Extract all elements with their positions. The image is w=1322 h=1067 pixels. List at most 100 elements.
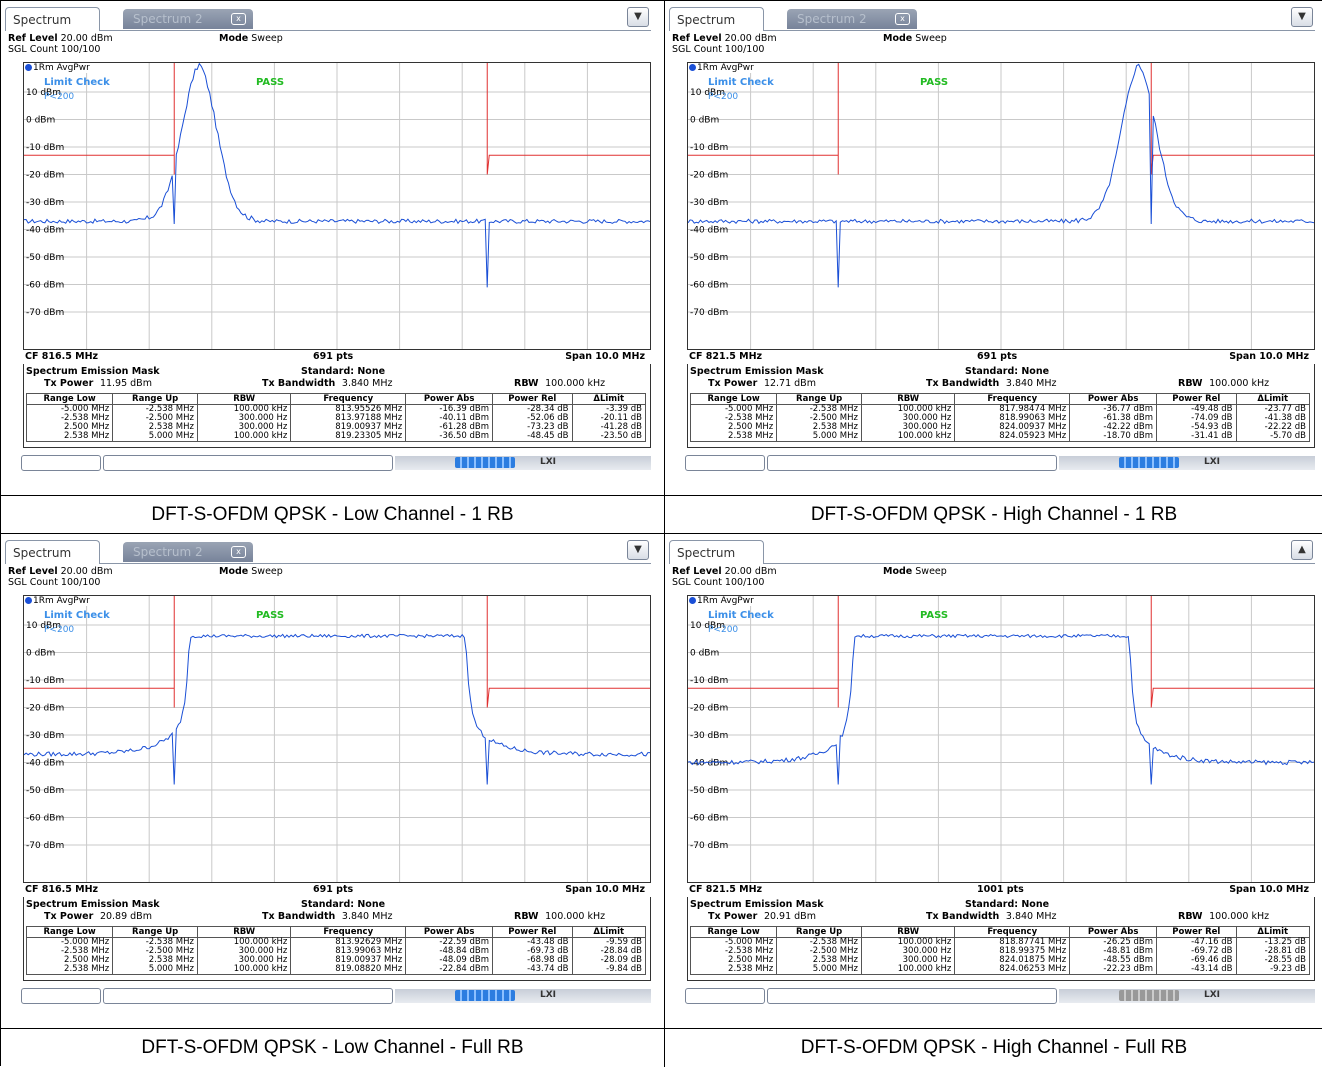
results-table: Range Low Range Up RBW Frequency Power Abs Po… xyxy=(689,926,1311,975)
ref-level-label: Ref Level xyxy=(672,33,722,44)
ref-level-value: 20.00 dBm xyxy=(724,33,777,44)
tab-divider xyxy=(100,563,651,564)
mode-value: Sweep xyxy=(915,33,947,44)
status-message[interactable] xyxy=(767,455,1057,471)
status-field[interactable] xyxy=(685,455,765,471)
y-axis-label: 0 dBm xyxy=(690,116,719,126)
status-message[interactable] xyxy=(103,455,393,471)
display-toggle-icon[interactable]: ▲ xyxy=(1291,540,1313,560)
status-field[interactable] xyxy=(21,988,101,1004)
table-row: -2.538 MHz -2.500 MHz 300.000 Hz 813.99063 … xyxy=(25,947,647,956)
table-header: Range Low Range Up RBW Frequency Power Abs Po… xyxy=(689,926,1311,938)
display-toggle-icon[interactable]: ▼ xyxy=(627,540,649,560)
table-row: -5.000 MHz -2.538 MHz 100.000 kHz 818.87741… xyxy=(689,937,1311,947)
y-axis-label: -20 dBm xyxy=(690,704,728,714)
table-cell: 2.538 MHz xyxy=(25,965,114,975)
table-cell: 2.538 MHz xyxy=(25,432,114,442)
table-row: 2.538 MHz 5.000 MHz 100.000 kHz 824.05923 M… xyxy=(689,432,1311,442)
spectrum-diagram[interactable]: 1Rm AvgPwr 10 dBm 0 dBm -10 dBm -20 dBm -30 d… xyxy=(23,595,651,883)
tab-spectrum-2[interactable]: Spectrum 2 x xyxy=(123,542,253,562)
tab-spectrum[interactable]: Spectrum xyxy=(669,7,764,31)
status-message[interactable] xyxy=(103,988,393,1004)
column-header: Frequency xyxy=(954,926,1071,938)
sgl-count: SGL Count 100/100 xyxy=(8,577,101,588)
trace-label: 1Rm AvgPwr xyxy=(24,63,90,73)
table-cell: -3.39 dB xyxy=(571,404,647,414)
status-field[interactable] xyxy=(685,988,765,1004)
y-axis-label: 10 dBm xyxy=(690,621,725,631)
close-icon[interactable]: x xyxy=(231,546,246,558)
table-cell: -2.538 MHz xyxy=(689,947,778,956)
tab-spectrum[interactable]: Spectrum xyxy=(5,540,100,564)
table-cell: -22.23 dBm xyxy=(1069,965,1158,975)
table-cell: 300.000 Hz xyxy=(196,423,292,432)
table-cell: -41.28 dB xyxy=(571,423,647,432)
spectrum-plot: 10 dBm 0 dBm -10 dBm -20 dBm -30 dBm -40 dBm -… xyxy=(24,63,650,349)
results-table: Range Low Range Up RBW Frequency Power Abs Po… xyxy=(25,393,647,442)
rbw-label: RBW xyxy=(1178,378,1203,389)
table-row: -2.538 MHz -2.500 MHz 300.000 Hz 818.99063 … xyxy=(689,414,1311,423)
table-header: Range Low Range Up RBW Frequency Power Abs Po… xyxy=(25,926,647,938)
table-cell: -2.538 MHz xyxy=(689,414,778,423)
spectrum-diagram[interactable]: 1Rm AvgPwr 10 dBm 0 dBm -10 dBm -20 dBm -30 d… xyxy=(687,595,1315,883)
y-axis-label: -10 dBm xyxy=(690,676,728,686)
table-cell: -5.000 MHz xyxy=(25,937,114,947)
table-cell: -41.38 dB xyxy=(1235,414,1311,423)
panel-cell: Spectrum Spectrum 2 x ▼ Ref Level 20.00 dBm S… xyxy=(1,1,664,533)
table-cell: 100.000 kHz xyxy=(860,965,956,975)
tab-spectrum-2[interactable]: Spectrum 2 x xyxy=(787,9,917,29)
points-count: 691 pts xyxy=(313,351,354,362)
table-row: -2.538 MHz -2.500 MHz 300.000 Hz 818.99375 … xyxy=(689,947,1311,956)
progress-indicator xyxy=(1119,990,1179,1001)
column-header: Range Low xyxy=(689,926,778,938)
display-toggle-icon[interactable]: ▼ xyxy=(627,7,649,27)
table-cell: -22.22 dB xyxy=(1235,423,1311,432)
tab-bar: Spectrum ▲ xyxy=(669,538,1315,564)
y-axis-label: -50 dBm xyxy=(26,253,64,263)
display-toggle-icon[interactable]: ▼ xyxy=(1291,7,1313,27)
tab-spectrum-2[interactable]: Spectrum 2 x xyxy=(123,9,253,29)
tab-divider xyxy=(100,30,651,31)
close-icon[interactable]: x xyxy=(895,13,910,25)
spectrum-plot: 10 dBm 0 dBm -10 dBm -20 dBm -30 dBm -40 dBm -… xyxy=(688,596,1314,882)
settings-header: Ref Level 20.00 dBm SGL Count 100/100 xyxy=(8,566,113,588)
spectrum-diagram[interactable]: 1Rm AvgPwr 10 dBm 0 dBm -10 dBm -20 dBm -30 d… xyxy=(23,62,651,350)
sem-title: Spectrum Emission Mask xyxy=(26,366,160,377)
spectrum-plot: 10 dBm 0 dBm -10 dBm -20 dBm -30 dBm -40 dBm -… xyxy=(688,63,1314,349)
tab-spectrum[interactable]: Spectrum xyxy=(669,540,764,564)
tab-label: Spectrum 2 xyxy=(797,12,867,26)
column-header: ΔLimit xyxy=(571,926,647,938)
lxi-logo-icon: LXI xyxy=(1204,457,1221,467)
tx-power: Tx Power 12.71 dBm xyxy=(708,378,816,389)
column-header: ΔLimit xyxy=(571,393,647,405)
mode-label: Mode xyxy=(883,566,913,577)
sem-title: Spectrum Emission Mask xyxy=(690,899,824,910)
table-cell: -9.23 dB xyxy=(1235,965,1311,975)
rbw-value: 100.000 kHz xyxy=(545,378,606,389)
trace-name: 1Rm AvgPwr xyxy=(697,596,754,606)
close-icon[interactable]: x xyxy=(231,13,246,25)
diagram-footer: CF 816.5 MHz 691 pts Span 10.0 MHz xyxy=(23,348,651,364)
status-field[interactable] xyxy=(21,455,101,471)
table-cell: -48.45 dB xyxy=(492,432,573,442)
tx-power: Tx Power 20.89 dBm xyxy=(44,911,152,922)
status-message[interactable] xyxy=(767,988,1057,1004)
table-header: Range Low Range Up RBW Frequency Power Abs Po… xyxy=(25,393,647,405)
table-cell: 824.05923 MHz xyxy=(954,432,1071,442)
limit-name: P<200 xyxy=(44,92,74,102)
standard: Standard: None xyxy=(965,366,1050,377)
caption: DFT-S-OFDM QPSK - Low Channel - 1 RB xyxy=(1,495,664,533)
mode-value: Sweep xyxy=(251,33,283,44)
trace-label: 1Rm AvgPwr xyxy=(688,63,754,73)
table-cell: -5.70 dB xyxy=(1235,432,1311,442)
table-cell: 2.500 MHz xyxy=(25,423,114,432)
status-bar: LXI xyxy=(669,987,1315,1005)
spectrum-diagram[interactable]: 1Rm AvgPwr 10 dBm 0 dBm -10 dBm -20 dBm -30 d… xyxy=(687,62,1315,350)
rbw-label: RBW xyxy=(514,911,539,922)
y-axis-label: -40 dBm xyxy=(690,226,728,236)
y-axis-label: -30 dBm xyxy=(690,731,728,741)
column-header: Power Rel xyxy=(1156,393,1237,405)
tab-spectrum[interactable]: Spectrum xyxy=(5,7,100,31)
table-cell: -20.11 dB xyxy=(571,414,647,423)
y-axis-label: -70 dBm xyxy=(26,841,64,851)
